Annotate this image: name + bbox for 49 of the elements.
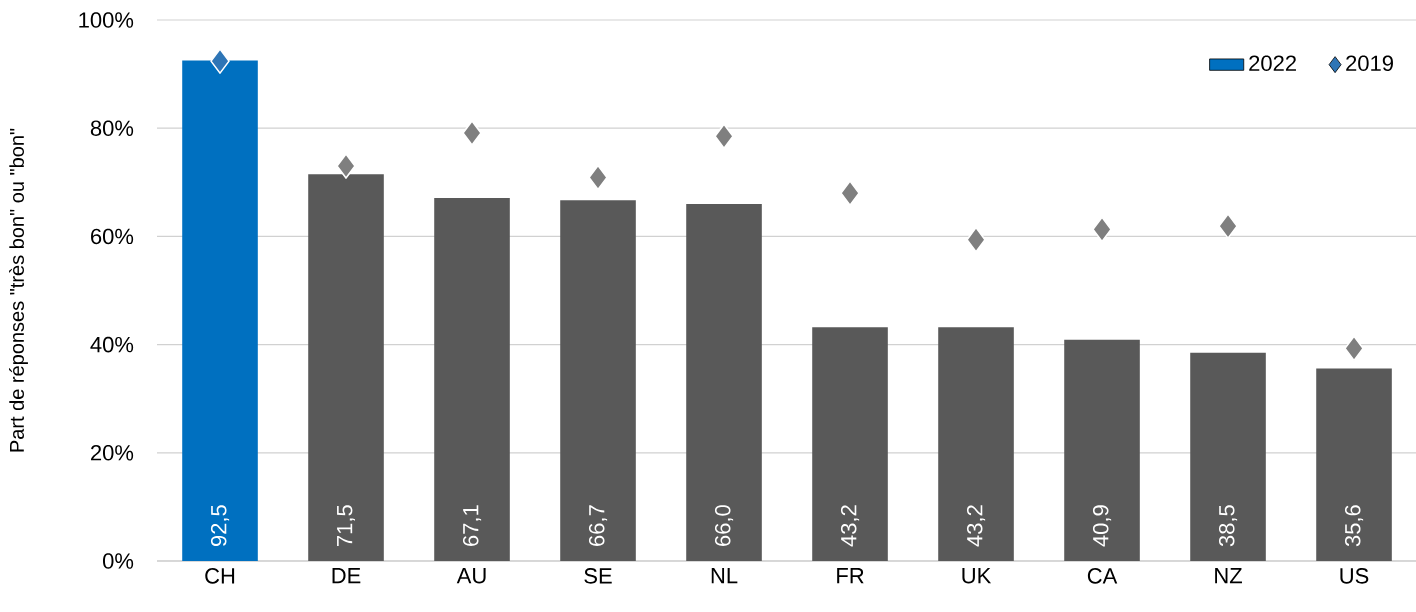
y-axis-title: Part de réponses "très bon" ou "bon" [9, 128, 28, 452]
bar [560, 200, 636, 561]
x-tick-label: CA [1087, 568, 1118, 584]
x-tick-label: SE [584, 568, 612, 584]
bar [1190, 352, 1266, 561]
x-tick-label: CH [205, 568, 235, 584]
point [336, 153, 356, 179]
bar [308, 174, 384, 561]
bar [938, 327, 1014, 561]
x-tick-label: DE [332, 568, 361, 584]
bar [686, 203, 762, 561]
y-tick-label: 60% [91, 228, 134, 245]
y-tick-label: 40% [90, 336, 134, 353]
bar [182, 60, 258, 561]
y-tick-label: 20% [91, 445, 134, 461]
y-tick-label: 100% [79, 12, 134, 28]
data-label: 38,5 [1218, 505, 1238, 547]
point [966, 226, 986, 253]
x-tick-label: FR [837, 568, 864, 584]
bar [1316, 368, 1392, 561]
x-tick-label: NL [711, 568, 738, 584]
data-label: 35,6 [1344, 505, 1364, 547]
point [1218, 213, 1238, 239]
data-label: 43,2 [840, 505, 860, 547]
data-label: 40,9 [1092, 505, 1112, 547]
point [588, 164, 608, 191]
point [1344, 335, 1364, 362]
point [840, 180, 860, 206]
point [210, 48, 230, 74]
x-tick-label: NZ [1215, 568, 1242, 584]
bar [1064, 339, 1140, 561]
legend-label: 2019 [1346, 55, 1393, 72]
y-tick-label: 0% [103, 553, 134, 569]
data-label: 43,2 [966, 505, 986, 547]
point [462, 120, 482, 146]
bar [812, 327, 888, 561]
point [1092, 216, 1112, 243]
data-label: 92,5 [210, 505, 230, 547]
x-tick-label: AU [456, 568, 486, 584]
x-tick-label: UK [962, 568, 992, 584]
legend-label: 2022 [1249, 55, 1296, 72]
data-label: 66,7 [588, 505, 608, 546]
data-label: 66,0 [714, 505, 734, 546]
point [714, 123, 734, 150]
y-tick-label: 80% [90, 120, 134, 136]
bar [434, 197, 510, 561]
data-label: 67,1 [462, 505, 482, 546]
x-tick-label: US [1340, 568, 1369, 584]
data-label: 71,5 [337, 505, 355, 546]
